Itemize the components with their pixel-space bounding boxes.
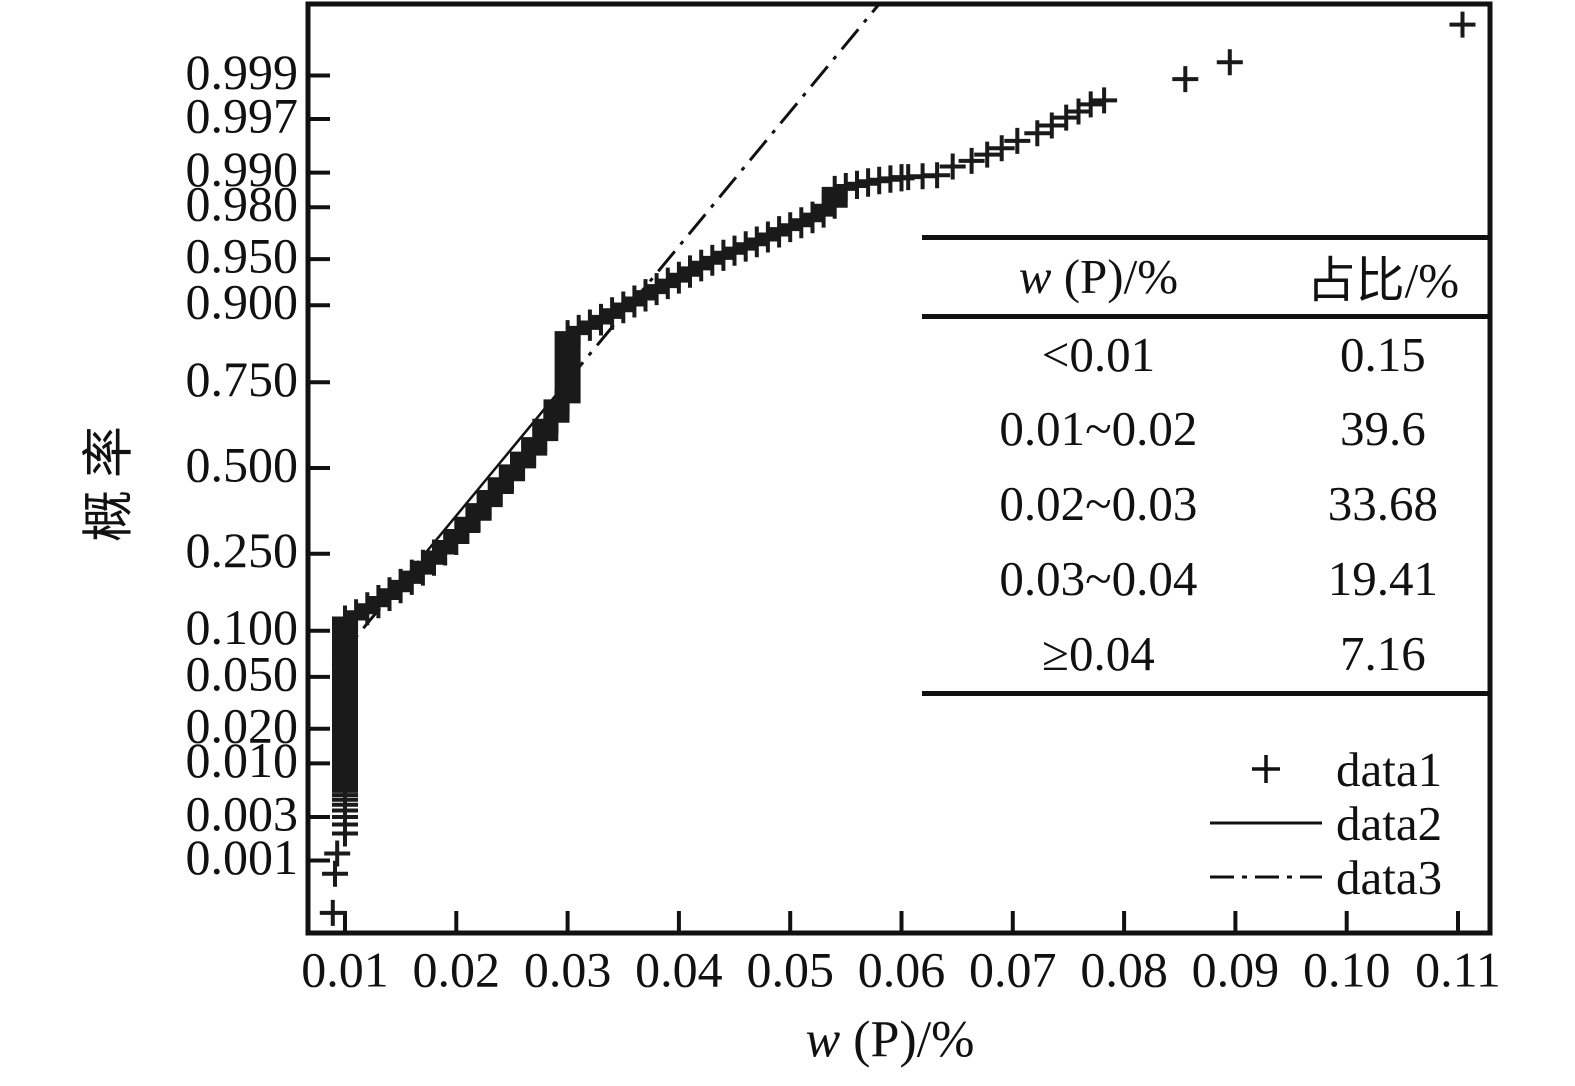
y-axis-tick-label: 0.020 xyxy=(186,697,299,753)
x-axis-tick-label: 0.02 xyxy=(413,941,501,997)
dashdot-line-icon xyxy=(1200,873,1332,881)
y-axis-tick-label: 0.999 xyxy=(186,44,299,100)
table-row: ≥0.04 7.16 xyxy=(922,616,1491,691)
table-row: <0.01 0.15 xyxy=(922,316,1491,391)
legend: data1 data2 data3 xyxy=(1200,741,1443,905)
x-axis-tick-label: 0.09 xyxy=(1192,941,1280,997)
table-cell-range: 0.03~0.04 xyxy=(999,551,1198,606)
table-cell-range: <0.01 xyxy=(1041,327,1156,383)
x-axis-tick-label: 0.06 xyxy=(858,941,946,997)
y-axis-tick-label: 0.003 xyxy=(186,785,299,841)
y-axis-tick-label: 0.050 xyxy=(186,645,299,701)
table-cell-percent: 33.68 xyxy=(1327,476,1438,531)
table-header-wp: w (P)/% xyxy=(922,240,1275,316)
y-axis-ticks xyxy=(308,73,330,863)
legend-item: data2 xyxy=(1200,795,1443,851)
y-axis-tick-label: 0.990 xyxy=(186,141,299,197)
table-cell-percent: 0.15 xyxy=(1340,327,1426,383)
y-axis-tick-label: 0.900 xyxy=(186,274,299,330)
legend-item-label: data2 xyxy=(1336,795,1443,851)
table-header-wp-units: (P)/% xyxy=(1051,249,1179,305)
y-axis-tick-label: 0.980 xyxy=(186,176,299,232)
legend-item-label: data1 xyxy=(1336,741,1443,797)
table-cell-percent: 39.6 xyxy=(1340,401,1426,456)
y-axis-tick-label: 0.001 xyxy=(186,829,299,885)
data2-line xyxy=(423,381,568,555)
y-axis-title: 概率 xyxy=(81,413,139,543)
x-axis-tick-label: 0.10 xyxy=(1303,941,1391,997)
legend-item: data1 xyxy=(1200,741,1443,797)
table-cell-percent: 19.41 xyxy=(1327,551,1438,606)
y-axis-tick-label: 0.997 xyxy=(186,88,299,144)
y-axis-tick-label: 0.100 xyxy=(186,599,299,655)
x-axis-title-units: (P)/% xyxy=(840,1011,975,1069)
x-axis-tick-label: 0.04 xyxy=(635,941,723,997)
solid-line-icon xyxy=(1200,819,1332,827)
x-axis-title: w (P)/% xyxy=(805,1011,974,1070)
y-axis-tick-label: 0.500 xyxy=(186,436,299,492)
table-row: 0.01~0.02 39.6 xyxy=(922,391,1491,466)
data1-markers xyxy=(319,11,1476,926)
y-axis-tick-label: 0.750 xyxy=(186,351,299,407)
table-cell-percent: 7.16 xyxy=(1340,626,1426,681)
x-axis-tick-label: 0.03 xyxy=(524,941,612,997)
y-axis-tick-label: 0.250 xyxy=(186,522,299,578)
y-axis-tick-label: 0.950 xyxy=(186,228,299,284)
table-cell-range: 0.01~0.02 xyxy=(999,401,1198,456)
x-axis-ticks xyxy=(343,911,1460,933)
x-axis-title-symbol: w xyxy=(805,1011,841,1069)
table-header-ratio: 占比/% xyxy=(1306,253,1460,309)
table-row: 0.03~0.04 19.41 xyxy=(922,541,1491,616)
table-cell-range: 0.02~0.03 xyxy=(999,476,1198,531)
table-header-row: w (P)/% 占比/% xyxy=(922,240,1491,316)
y-axis-tick-label: 0.010 xyxy=(186,732,299,788)
x-axis-tick-label: 0.05 xyxy=(746,941,834,997)
plus-marker-icon xyxy=(1200,751,1332,787)
x-axis-tick-label: 0.01 xyxy=(301,941,389,997)
x-axis-tick-label: 0.08 xyxy=(1080,941,1168,997)
table-header-wp-symbol: w xyxy=(1018,249,1052,305)
inset-table: w (P)/% 占比/% <0.01 0.15 0.01~0.02 39.6 0.02~… xyxy=(922,235,1491,696)
x-axis-tick-label: 0.11 xyxy=(1415,941,1501,997)
table-cell-range: ≥0.04 xyxy=(1042,626,1155,681)
x-axis-tick-label: 0.07 xyxy=(969,941,1057,997)
legend-item: data3 xyxy=(1200,849,1443,905)
legend-item-label: data3 xyxy=(1336,849,1443,905)
table-row: 0.02~0.03 33.68 xyxy=(922,466,1491,541)
